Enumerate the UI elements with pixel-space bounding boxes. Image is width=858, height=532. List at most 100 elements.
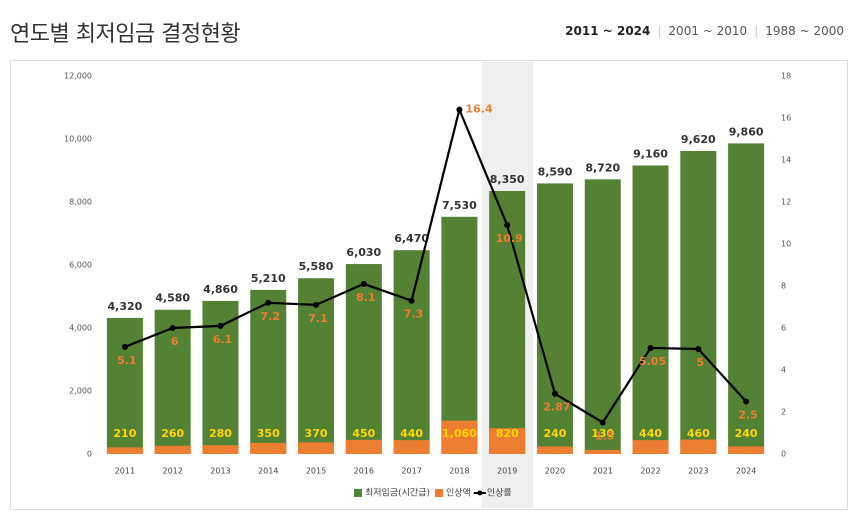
separator: | [754, 24, 759, 38]
chart-frame [10, 60, 848, 510]
bar [489, 428, 526, 454]
x-tick-label: 2023 [688, 467, 708, 476]
x-tick-label: 2012 [162, 467, 182, 476]
line-label: 5 [696, 356, 704, 369]
line-marker [551, 390, 558, 397]
x-tick-label: 2017 [401, 467, 421, 476]
y-tick-label: 0 [87, 450, 92, 459]
line-marker [217, 322, 224, 329]
y-tick-label: 12,000 [64, 72, 92, 81]
x-tick-label: 2015 [306, 467, 326, 476]
tab[interactable]: 1988 ~ 2000 [765, 24, 844, 38]
y-tick-label: 8,000 [69, 198, 92, 207]
bar-label: 350 [257, 427, 280, 440]
bar [250, 442, 287, 454]
y2-tick-label: 8 [781, 282, 786, 291]
bar [250, 289, 287, 454]
line-marker [121, 343, 128, 350]
bar-label: 5,580 [299, 260, 334, 273]
bar-label: 1,060 [442, 427, 477, 440]
bar [441, 216, 478, 454]
tab[interactable]: 2001 ~ 2010 [668, 24, 748, 38]
x-tick-label: 2018 [449, 467, 469, 476]
x-tick-label: 2021 [593, 467, 613, 476]
line-label: 7.2 [261, 310, 281, 323]
x-tick-label: 2020 [545, 467, 565, 476]
bar-label: 6,470 [394, 232, 429, 245]
y-tick-label: 2,000 [69, 387, 92, 396]
line-label: 7.3 [404, 308, 424, 321]
line-marker [360, 280, 367, 287]
bar-label: 440 [400, 427, 423, 440]
bar-label: 8,720 [585, 161, 620, 174]
bar-label: 370 [305, 427, 328, 440]
bar-label: 9,620 [681, 133, 716, 146]
bar [584, 179, 621, 454]
line-marker [743, 398, 750, 405]
bar-label: 4,860 [203, 283, 238, 296]
bar [728, 143, 765, 454]
bar-label: 130 [591, 427, 614, 440]
y-tick-label: 10,000 [64, 135, 92, 144]
line-marker [265, 299, 272, 306]
x-tick-label: 2013 [210, 467, 230, 476]
bar-label: 210 [113, 427, 136, 440]
bar [489, 190, 526, 454]
bar-label: 450 [352, 427, 375, 440]
bar [728, 446, 765, 454]
line-marker [599, 419, 606, 426]
line-label: 6.1 [213, 333, 233, 346]
legend-label: 인상률 [487, 488, 512, 499]
page-title: 연도별 최저임금 결정현황 [10, 22, 241, 47]
bar [680, 150, 717, 454]
bar-label: 4,580 [155, 292, 190, 305]
line-marker [313, 301, 320, 308]
bar [584, 449, 621, 454]
bar-label: 9,160 [633, 147, 668, 160]
legend-swatch [477, 490, 483, 496]
x-tick-label: 2024 [736, 467, 756, 476]
y2-tick-label: 14 [781, 156, 791, 165]
line-label: 2.5 [738, 409, 758, 422]
bar-label: 9,860 [729, 125, 764, 138]
x-tick-label: 2014 [258, 467, 278, 476]
bar-label: 6,030 [346, 246, 381, 259]
line-marker [456, 106, 463, 113]
y2-tick-label: 4 [781, 366, 786, 375]
bar [154, 445, 191, 454]
tab[interactable]: 2011 ~ 2024 [565, 24, 651, 38]
y-tick-label: 6,000 [69, 261, 92, 270]
x-tick-label: 2011 [115, 467, 135, 476]
range-tabs: 2011 ~ 2024 | 2001 ~ 2010 | 1988 ~ 2000 [565, 24, 844, 38]
bar [202, 445, 239, 454]
line-label: 5.05 [639, 355, 666, 368]
legend-swatch [354, 489, 362, 497]
bar-label: 240 [543, 427, 566, 440]
bar [393, 440, 430, 454]
line-marker [504, 222, 511, 229]
bar [536, 446, 573, 454]
bar-label: 8,350 [490, 173, 525, 186]
bar [106, 317, 143, 454]
line-label: 6 [171, 335, 179, 348]
line-label: 10.9 [496, 232, 523, 245]
legend-label: 인상액 [446, 487, 471, 499]
legend-label: 최저임금(시간급) [365, 487, 430, 499]
bar [393, 250, 430, 454]
y2-tick-label: 10 [781, 240, 791, 249]
bar-label: 8,590 [538, 165, 573, 178]
line-label: 7.1 [308, 312, 328, 325]
line [124, 106, 747, 424]
line-label: 2.87 [543, 401, 570, 414]
bar-label: 280 [209, 427, 232, 440]
bar [632, 440, 669, 454]
y2-tick-label: 18 [781, 72, 791, 81]
x-tick-label: 2022 [640, 467, 660, 476]
bar-label: 260 [161, 427, 184, 440]
bar [441, 420, 478, 454]
line-label: 5.1 [117, 354, 137, 367]
line-marker [647, 344, 654, 351]
bar-label: 5,210 [251, 272, 286, 285]
bar-label: 460 [687, 427, 710, 440]
line-label: 16.4 [465, 103, 492, 116]
